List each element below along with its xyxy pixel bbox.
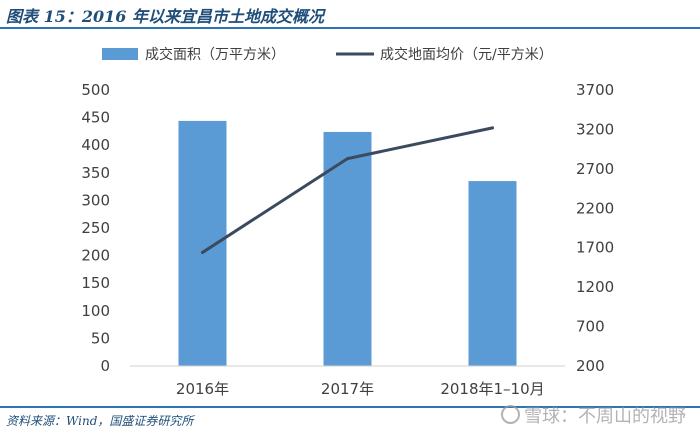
combo-chart: 0 50 100 150 200 250 300 350 400 450 500 200 700 1200…	[81, 46, 614, 398]
y-right-tick-label: 1700	[576, 239, 614, 257]
watermark-text: 雪球：不周山的视野	[524, 406, 686, 427]
line-point	[201, 250, 204, 254]
y-right-tick-label: 2200	[576, 199, 614, 217]
legend-label-line: 成交地面均价（元/平方米）	[380, 46, 553, 63]
bar	[323, 131, 372, 366]
x-tick-label: 2017年	[321, 380, 374, 398]
snowball-logo-icon	[501, 405, 520, 424]
y-left-tick-label: 0	[100, 357, 110, 375]
line-point	[491, 126, 494, 130]
bar	[468, 181, 517, 366]
y-right-tick-label: 3700	[576, 81, 614, 99]
line-point	[346, 157, 349, 161]
footer-rule	[0, 406, 700, 408]
y-left-tick-label: 400	[81, 136, 110, 154]
x-tick-label: 2018年1–10月	[440, 380, 544, 398]
y-left-tick-label: 200	[81, 247, 110, 265]
y-right-tick-label: 1200	[576, 278, 614, 296]
legend-swatch-bar	[102, 48, 138, 60]
y-left-tick-label: 100	[81, 302, 110, 320]
figure-title: 图表 15：2016 年以来宜昌市土地成交概况	[6, 7, 324, 26]
y-left-tick-label: 50	[91, 329, 110, 347]
y-right-tick-label: 3200	[576, 120, 614, 138]
y-left-tick-label: 500	[81, 81, 110, 99]
x-tick-label: 2016年	[176, 380, 229, 398]
legend-label-bar: 成交面积（万平方米）	[145, 46, 285, 63]
y-left-tick-label: 350	[81, 164, 110, 182]
y-left-tick-label: 250	[81, 219, 110, 237]
y-left-tick-label: 450	[81, 109, 110, 127]
y-left-tick-label: 150	[81, 274, 110, 292]
y-left-tick-label: 300	[81, 191, 110, 209]
y-right-tick-label: 2700	[576, 160, 614, 178]
bar	[178, 120, 227, 366]
y-right-tick-label: 200	[576, 357, 605, 375]
watermark: 雪球：不周山的视野	[501, 402, 686, 428]
y-right-tick-label: 700	[576, 318, 605, 336]
source-note: 资料来源：Wind，国盛证券研究所	[6, 414, 194, 428]
title-rule	[0, 27, 700, 29]
